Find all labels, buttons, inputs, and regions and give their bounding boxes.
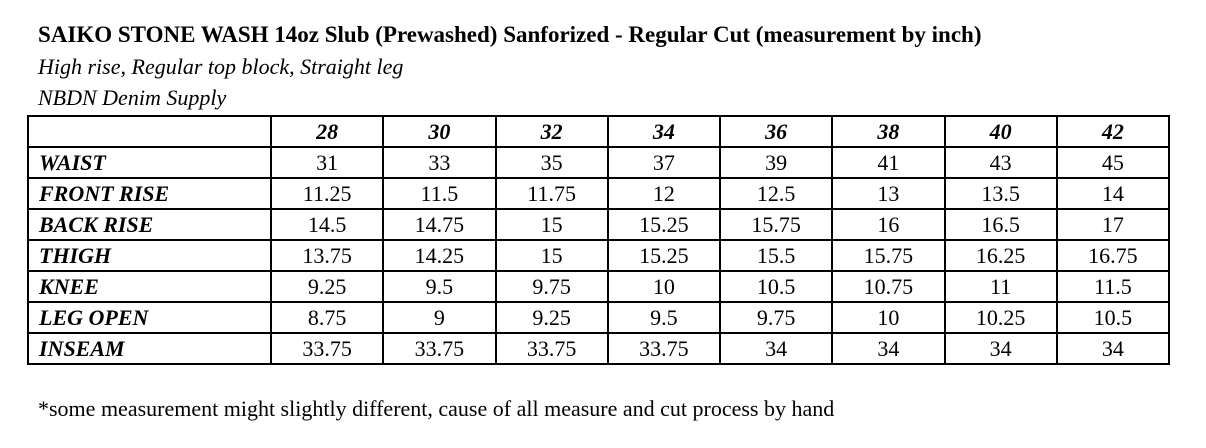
cell: 10.75 <box>831 270 946 303</box>
cell: 37 <box>606 146 722 179</box>
header-row: 28 30 32 34 36 38 40 42 <box>27 115 1171 148</box>
brand: NBDN Denim Supply <box>38 85 227 110</box>
row-label: WAIST <box>27 146 272 179</box>
cell: 9.25 <box>494 301 609 334</box>
cell: 34 <box>831 332 946 365</box>
row-label: BACK RISE <box>27 208 272 241</box>
cell: 14 <box>1055 177 1171 210</box>
table-row: WAIST 31 33 35 37 39 41 43 45 <box>27 146 1171 179</box>
cell: 9.25 <box>269 270 385 303</box>
subtitle: High rise, Regular top block, Straight l… <box>38 54 404 79</box>
cell: 8.75 <box>269 301 385 334</box>
table-row: BACK RISE 14.5 14.75 15 15.25 15.75 16 16.5 17 <box>27 208 1171 241</box>
cell: 31 <box>269 146 385 179</box>
cell: 16.25 <box>943 239 1058 272</box>
cell: 16 <box>831 208 946 241</box>
cell: 39 <box>718 146 834 179</box>
column-header: 36 <box>718 115 834 148</box>
title: SAIKO STONE WASH 14oz Slub (Prewashed) S… <box>38 22 982 47</box>
table-row: KNEE 9.25 9.5 9.75 10 10.5 10.75 11 11.5 <box>27 270 1171 303</box>
cell: 45 <box>1055 146 1171 179</box>
column-header: 28 <box>269 115 385 148</box>
cell: 10.5 <box>718 270 834 303</box>
column-header: 40 <box>943 115 1058 148</box>
cell: 10.25 <box>943 301 1058 334</box>
cell: 34 <box>1055 332 1171 365</box>
cell: 17 <box>1055 208 1171 241</box>
column-header: 42 <box>1055 115 1171 148</box>
size-table: 28 30 32 34 36 38 40 42 WAIST 31 33 35 37 39 41 43 45 FR… <box>27 115 1171 365</box>
cell: 11.25 <box>269 177 385 210</box>
cell: 14.5 <box>269 208 385 241</box>
cell: 12.5 <box>718 177 834 210</box>
cell: 15.25 <box>606 239 722 272</box>
cell: 9.5 <box>382 270 497 303</box>
cell: 33.75 <box>269 332 385 365</box>
cell: 16.75 <box>1055 239 1171 272</box>
cell: 15.25 <box>606 208 722 241</box>
column-header: 30 <box>382 115 497 148</box>
row-label: KNEE <box>27 270 272 303</box>
cell: 15.75 <box>718 208 834 241</box>
table-row: INSEAM 33.75 33.75 33.75 33.75 34 34 34 34 <box>27 332 1171 365</box>
cell: 11 <box>943 270 1058 303</box>
cell: 11.75 <box>494 177 609 210</box>
cell: 15 <box>494 208 609 241</box>
table-row: THIGH 13.75 14.25 15 15.25 15.5 15.75 16.25 16.7… <box>27 239 1171 272</box>
row-label: INSEAM <box>27 332 272 365</box>
table-row: LEG OPEN 8.75 9 9.25 9.5 9.75 10 10.25 10.5 <box>27 301 1171 334</box>
cell: 10 <box>831 301 946 334</box>
cell: 35 <box>494 146 609 179</box>
table-row: FRONT RISE 11.25 11.5 11.75 12 12.5 13 13.5 14 <box>27 177 1171 210</box>
cell: 11.5 <box>382 177 497 210</box>
cell: 10 <box>606 270 722 303</box>
cell: 14.75 <box>382 208 497 241</box>
cell: 43 <box>943 146 1058 179</box>
row-label: THIGH <box>27 239 272 272</box>
cell: 33 <box>382 146 497 179</box>
cell: 9.75 <box>718 301 834 334</box>
footnote: *some measurement might slightly differe… <box>38 396 835 421</box>
cell: 15.5 <box>718 239 834 272</box>
row-label: FRONT RISE <box>27 177 272 210</box>
cell: 13 <box>831 177 946 210</box>
cell: 34 <box>943 332 1058 365</box>
cell: 14.25 <box>382 239 497 272</box>
cell: 33.75 <box>606 332 722 365</box>
cell: 11.5 <box>1055 270 1171 303</box>
cell: 9.75 <box>494 270 609 303</box>
column-header: 32 <box>494 115 609 148</box>
cell: 33.75 <box>382 332 497 365</box>
cell: 41 <box>831 146 946 179</box>
cell: 9 <box>382 301 497 334</box>
column-header: 34 <box>606 115 722 148</box>
column-header: 38 <box>831 115 946 148</box>
cell: 15.75 <box>831 239 946 272</box>
cell: 13.5 <box>943 177 1058 210</box>
cell: 13.75 <box>269 239 385 272</box>
cell: 33.75 <box>494 332 609 365</box>
cell: 15 <box>494 239 609 272</box>
cell: 10.5 <box>1055 301 1171 334</box>
cell: 16.5 <box>943 208 1058 241</box>
cell: 34 <box>718 332 834 365</box>
corner-cell <box>27 115 272 148</box>
cell: 12 <box>606 177 722 210</box>
row-label: LEG OPEN <box>27 301 272 334</box>
cell: 9.5 <box>606 301 722 334</box>
